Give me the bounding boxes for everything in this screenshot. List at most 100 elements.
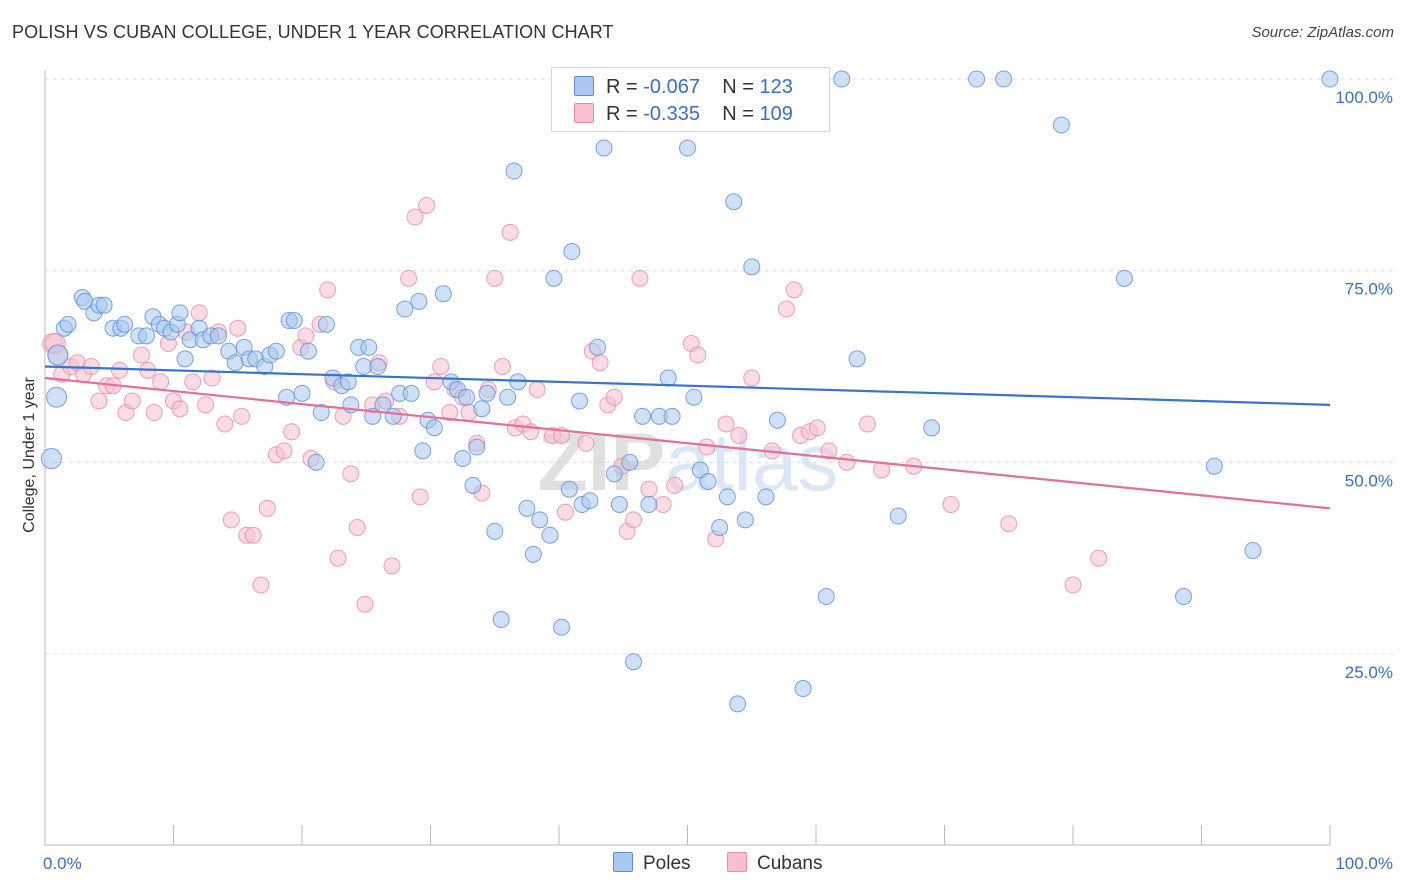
cuban-point [666, 476, 684, 494]
cuban-point [383, 557, 401, 575]
pole-point [464, 476, 482, 494]
cuban-point [838, 453, 856, 471]
pole-point [817, 588, 835, 606]
cuban-point [858, 415, 876, 433]
n-label: N = [722, 76, 754, 98]
pole-point [848, 350, 866, 368]
cuban-point [82, 358, 100, 376]
pole-point [699, 473, 717, 491]
poles-trend-line [44, 365, 1331, 406]
y-tick-label: 100.0% [1335, 88, 1393, 107]
cuban-point [640, 480, 658, 498]
pole-point [524, 545, 542, 563]
pole-point [1244, 542, 1262, 560]
cuban-point [625, 511, 643, 529]
n-label: N = [722, 103, 754, 125]
pole-point [995, 70, 1013, 88]
cuban-point [123, 392, 141, 410]
cuban-point [145, 404, 163, 422]
cuban-point [275, 442, 293, 460]
cuban-point [197, 396, 215, 414]
cuban-point [418, 197, 436, 215]
pole-point [889, 507, 907, 525]
pole-point [968, 70, 986, 88]
pole-point [434, 285, 452, 303]
pole-point [499, 388, 517, 406]
pole-point [560, 480, 578, 498]
cuban-point [203, 369, 221, 387]
watermark: ZIPatlas [538, 417, 839, 508]
pole-point [1205, 457, 1223, 475]
pole-point [621, 453, 639, 471]
pole-point [369, 358, 387, 376]
cuban-point [356, 595, 374, 613]
cuban-point [528, 381, 546, 399]
pole-point [743, 258, 761, 276]
cuban-point [90, 392, 108, 410]
pole-point [396, 300, 414, 318]
pole-point [299, 342, 317, 360]
pole-point [1175, 588, 1193, 606]
series-cubans [42, 197, 1108, 613]
cuban-point [441, 404, 459, 422]
pole-point [457, 388, 475, 406]
cubans-legend-swatch [727, 852, 747, 872]
pole-point [307, 453, 325, 471]
pole-point [468, 438, 486, 456]
x-tick-label: 0.0% [43, 854, 82, 873]
cuban-point [152, 373, 170, 391]
cuban-point [244, 526, 262, 544]
cubans-legend-label: Cubans [757, 853, 823, 874]
pole-point [384, 407, 402, 425]
pole-point [473, 400, 491, 418]
pole-point [794, 680, 812, 698]
cuban-point [329, 549, 347, 567]
bottom-legend-poles: Poles [613, 852, 691, 876]
cuban-point [1090, 549, 1108, 567]
cuban-point [493, 358, 511, 376]
cuban-point [808, 419, 826, 437]
cuban-point [820, 442, 838, 460]
cuban-point [605, 388, 623, 406]
legend-row-cubans: R = -0.335 N = 109 [574, 101, 793, 127]
pole-point [531, 511, 549, 529]
pole-point [659, 369, 677, 387]
pole-point [679, 139, 696, 157]
pole-point [138, 327, 156, 345]
pole-point [226, 354, 244, 372]
poles-r-value: -0.067 [643, 76, 700, 98]
cuban-point [258, 499, 276, 517]
cuban-point [717, 415, 735, 433]
cubans-swatch [574, 103, 594, 123]
cuban-point [283, 423, 301, 441]
chart-title: POLISH VS CUBAN COLLEGE, UNDER 1 YEAR CO… [12, 22, 614, 42]
pole-point [589, 338, 607, 356]
pole-point [545, 269, 563, 287]
cuban-point [486, 269, 504, 287]
cubans-n-value: 109 [759, 103, 793, 125]
correlation-legend: R = -0.067 N = 123 R = -0.335 N = 109 [551, 67, 830, 132]
pole-point [833, 70, 851, 88]
pole-point [492, 611, 510, 629]
pole-point [718, 488, 736, 506]
pole-point [59, 315, 77, 333]
cuban-point [229, 319, 247, 337]
legend-row-poles: R = -0.067 N = 123 [574, 74, 793, 100]
cuban-point [111, 361, 129, 379]
x-tick-label: 100.0% [1335, 854, 1393, 873]
cuban-point [184, 373, 202, 391]
pole-point [317, 315, 335, 333]
trend-lines [44, 365, 1331, 510]
cuban-point [577, 434, 595, 452]
pole-point [581, 492, 599, 510]
cuban-point [698, 438, 716, 456]
r-label: R = [606, 103, 638, 125]
bottom-legend-cubans: Cubans [727, 852, 823, 876]
source-credit: Source: ZipAtlas.com [1251, 24, 1394, 41]
r-label: R = [606, 76, 638, 98]
pole-point [360, 338, 378, 356]
y-axis-label: College, Under 1 year [21, 377, 38, 533]
pole-point [171, 304, 189, 322]
poles-legend-label: Poles [643, 853, 691, 874]
